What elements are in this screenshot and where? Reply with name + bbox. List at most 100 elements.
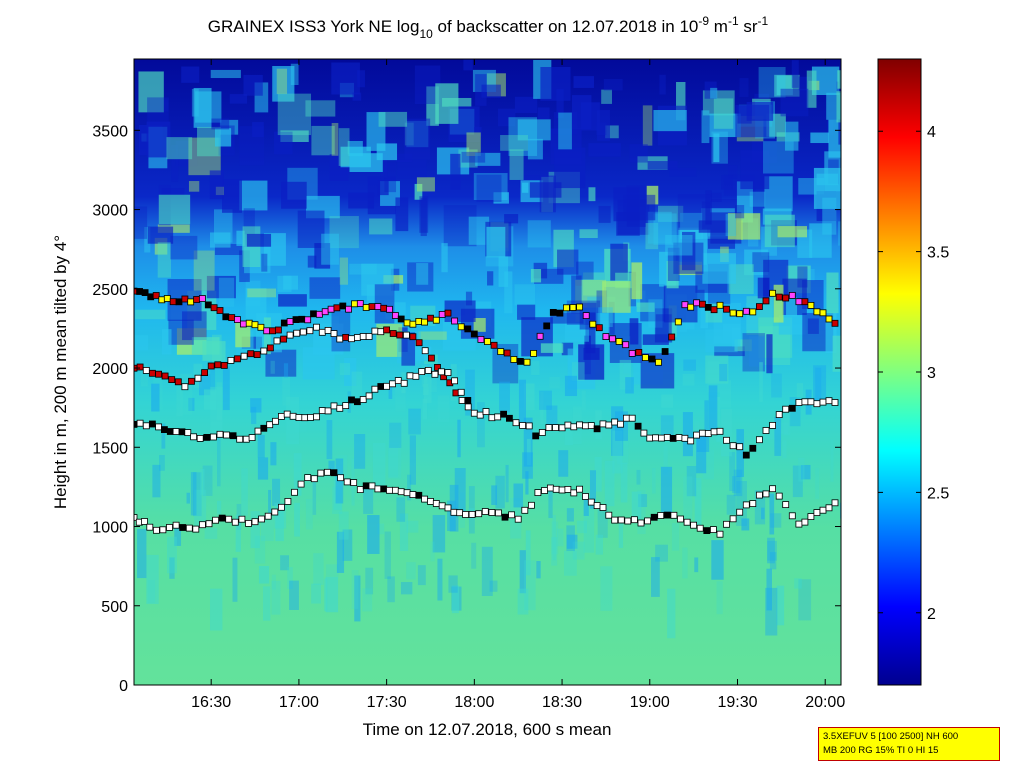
layer-marker [368, 303, 376, 311]
texture-patch [473, 318, 486, 332]
texture-patch [705, 355, 729, 384]
layer-marker [723, 520, 730, 528]
texture-patch [727, 213, 761, 240]
layer-marker [216, 307, 224, 314]
texture-streak [338, 511, 349, 540]
layer-marker [657, 512, 665, 519]
texture-streak [631, 491, 642, 519]
texture-streak [589, 470, 597, 509]
layer-marker [640, 429, 648, 437]
layer-marker [434, 363, 441, 371]
texture-patch [229, 94, 248, 104]
texture-streak [711, 540, 724, 580]
texture-patch [813, 167, 841, 209]
texture-patch [209, 232, 231, 248]
layer-marker [174, 378, 182, 386]
texture-streak [830, 439, 834, 482]
layer-marker [456, 509, 464, 517]
texture-streak [271, 580, 281, 615]
texture-patch [500, 135, 528, 151]
texture-streak [581, 390, 586, 411]
layer-marker [704, 430, 712, 437]
texture-patch [435, 83, 459, 124]
layer-marker [819, 506, 827, 514]
layer-marker [634, 422, 642, 430]
texture-streak [217, 436, 221, 487]
layer-marker [663, 433, 671, 441]
layer-marker [488, 509, 496, 516]
layer-marker [683, 518, 691, 526]
texture-patch [450, 153, 461, 190]
layer-marker [386, 305, 393, 313]
layer-marker [716, 427, 724, 435]
texture-patch [527, 138, 543, 160]
texture-streak [774, 416, 782, 456]
texture-streak [798, 579, 812, 621]
texture-streak [519, 550, 527, 594]
layer-marker [482, 408, 490, 416]
texture-patch [836, 91, 841, 123]
texture-patch [309, 277, 341, 299]
texture-patch [602, 281, 631, 313]
texture-streak [294, 421, 307, 432]
layer-marker [315, 310, 323, 318]
texture-patch [836, 81, 841, 101]
texture-patch [557, 249, 579, 275]
texture-streak [169, 557, 175, 579]
layer-marker [136, 419, 144, 427]
layer-marker [807, 301, 815, 309]
layer-marker [402, 331, 410, 339]
texture-streak [293, 453, 302, 496]
texture-patch [697, 289, 705, 302]
layer-marker [501, 513, 509, 521]
texture-streak [525, 471, 529, 495]
texture-patch [397, 159, 427, 179]
layer-marker [825, 504, 833, 512]
layer-marker [247, 350, 255, 358]
layer-marker [687, 303, 695, 311]
texture-patch [608, 301, 615, 335]
texture-patch [475, 74, 487, 106]
texture-patch [281, 181, 307, 209]
layer-marker [212, 516, 220, 524]
layer-marker [617, 420, 624, 428]
texture-streak [625, 377, 634, 394]
texture-patch [509, 149, 524, 180]
layer-marker [505, 414, 513, 422]
texture-patch [571, 275, 582, 314]
texture-patch [138, 71, 164, 113]
layer-marker [251, 321, 259, 329]
texture-streak [151, 383, 160, 412]
texture-patch [344, 357, 357, 386]
layer-marker [593, 502, 601, 510]
layer-marker [736, 443, 744, 451]
layer-marker [519, 422, 526, 429]
layer-marker [648, 355, 656, 363]
texture-streak [546, 405, 558, 429]
layer-marker [142, 366, 150, 374]
texture-patch [272, 66, 295, 102]
layer-marker [663, 511, 671, 519]
texture-streak [447, 500, 456, 532]
layer-marker [756, 436, 763, 444]
texture-streak [636, 469, 641, 485]
layer-marker [742, 501, 750, 509]
texture-patch [809, 223, 832, 258]
texture-streak [417, 565, 426, 586]
layer-marker [141, 289, 149, 297]
layer-marker [264, 512, 272, 520]
texture-patch [810, 132, 829, 144]
texture-patch [161, 329, 172, 355]
layer-marker [359, 396, 367, 403]
layer-marker [788, 291, 796, 299]
texture-streak [770, 513, 782, 528]
layer-marker [795, 298, 803, 306]
texture-streak [254, 535, 266, 564]
layer-marker [403, 489, 411, 497]
texture-patch [481, 84, 501, 98]
texture-streak [199, 374, 211, 396]
texture-streak [328, 460, 335, 474]
chart-title: GRAINEX ISS3 York NE log10 of backscatte… [208, 14, 769, 41]
layer-marker [674, 318, 682, 326]
layer-marker [166, 524, 173, 531]
